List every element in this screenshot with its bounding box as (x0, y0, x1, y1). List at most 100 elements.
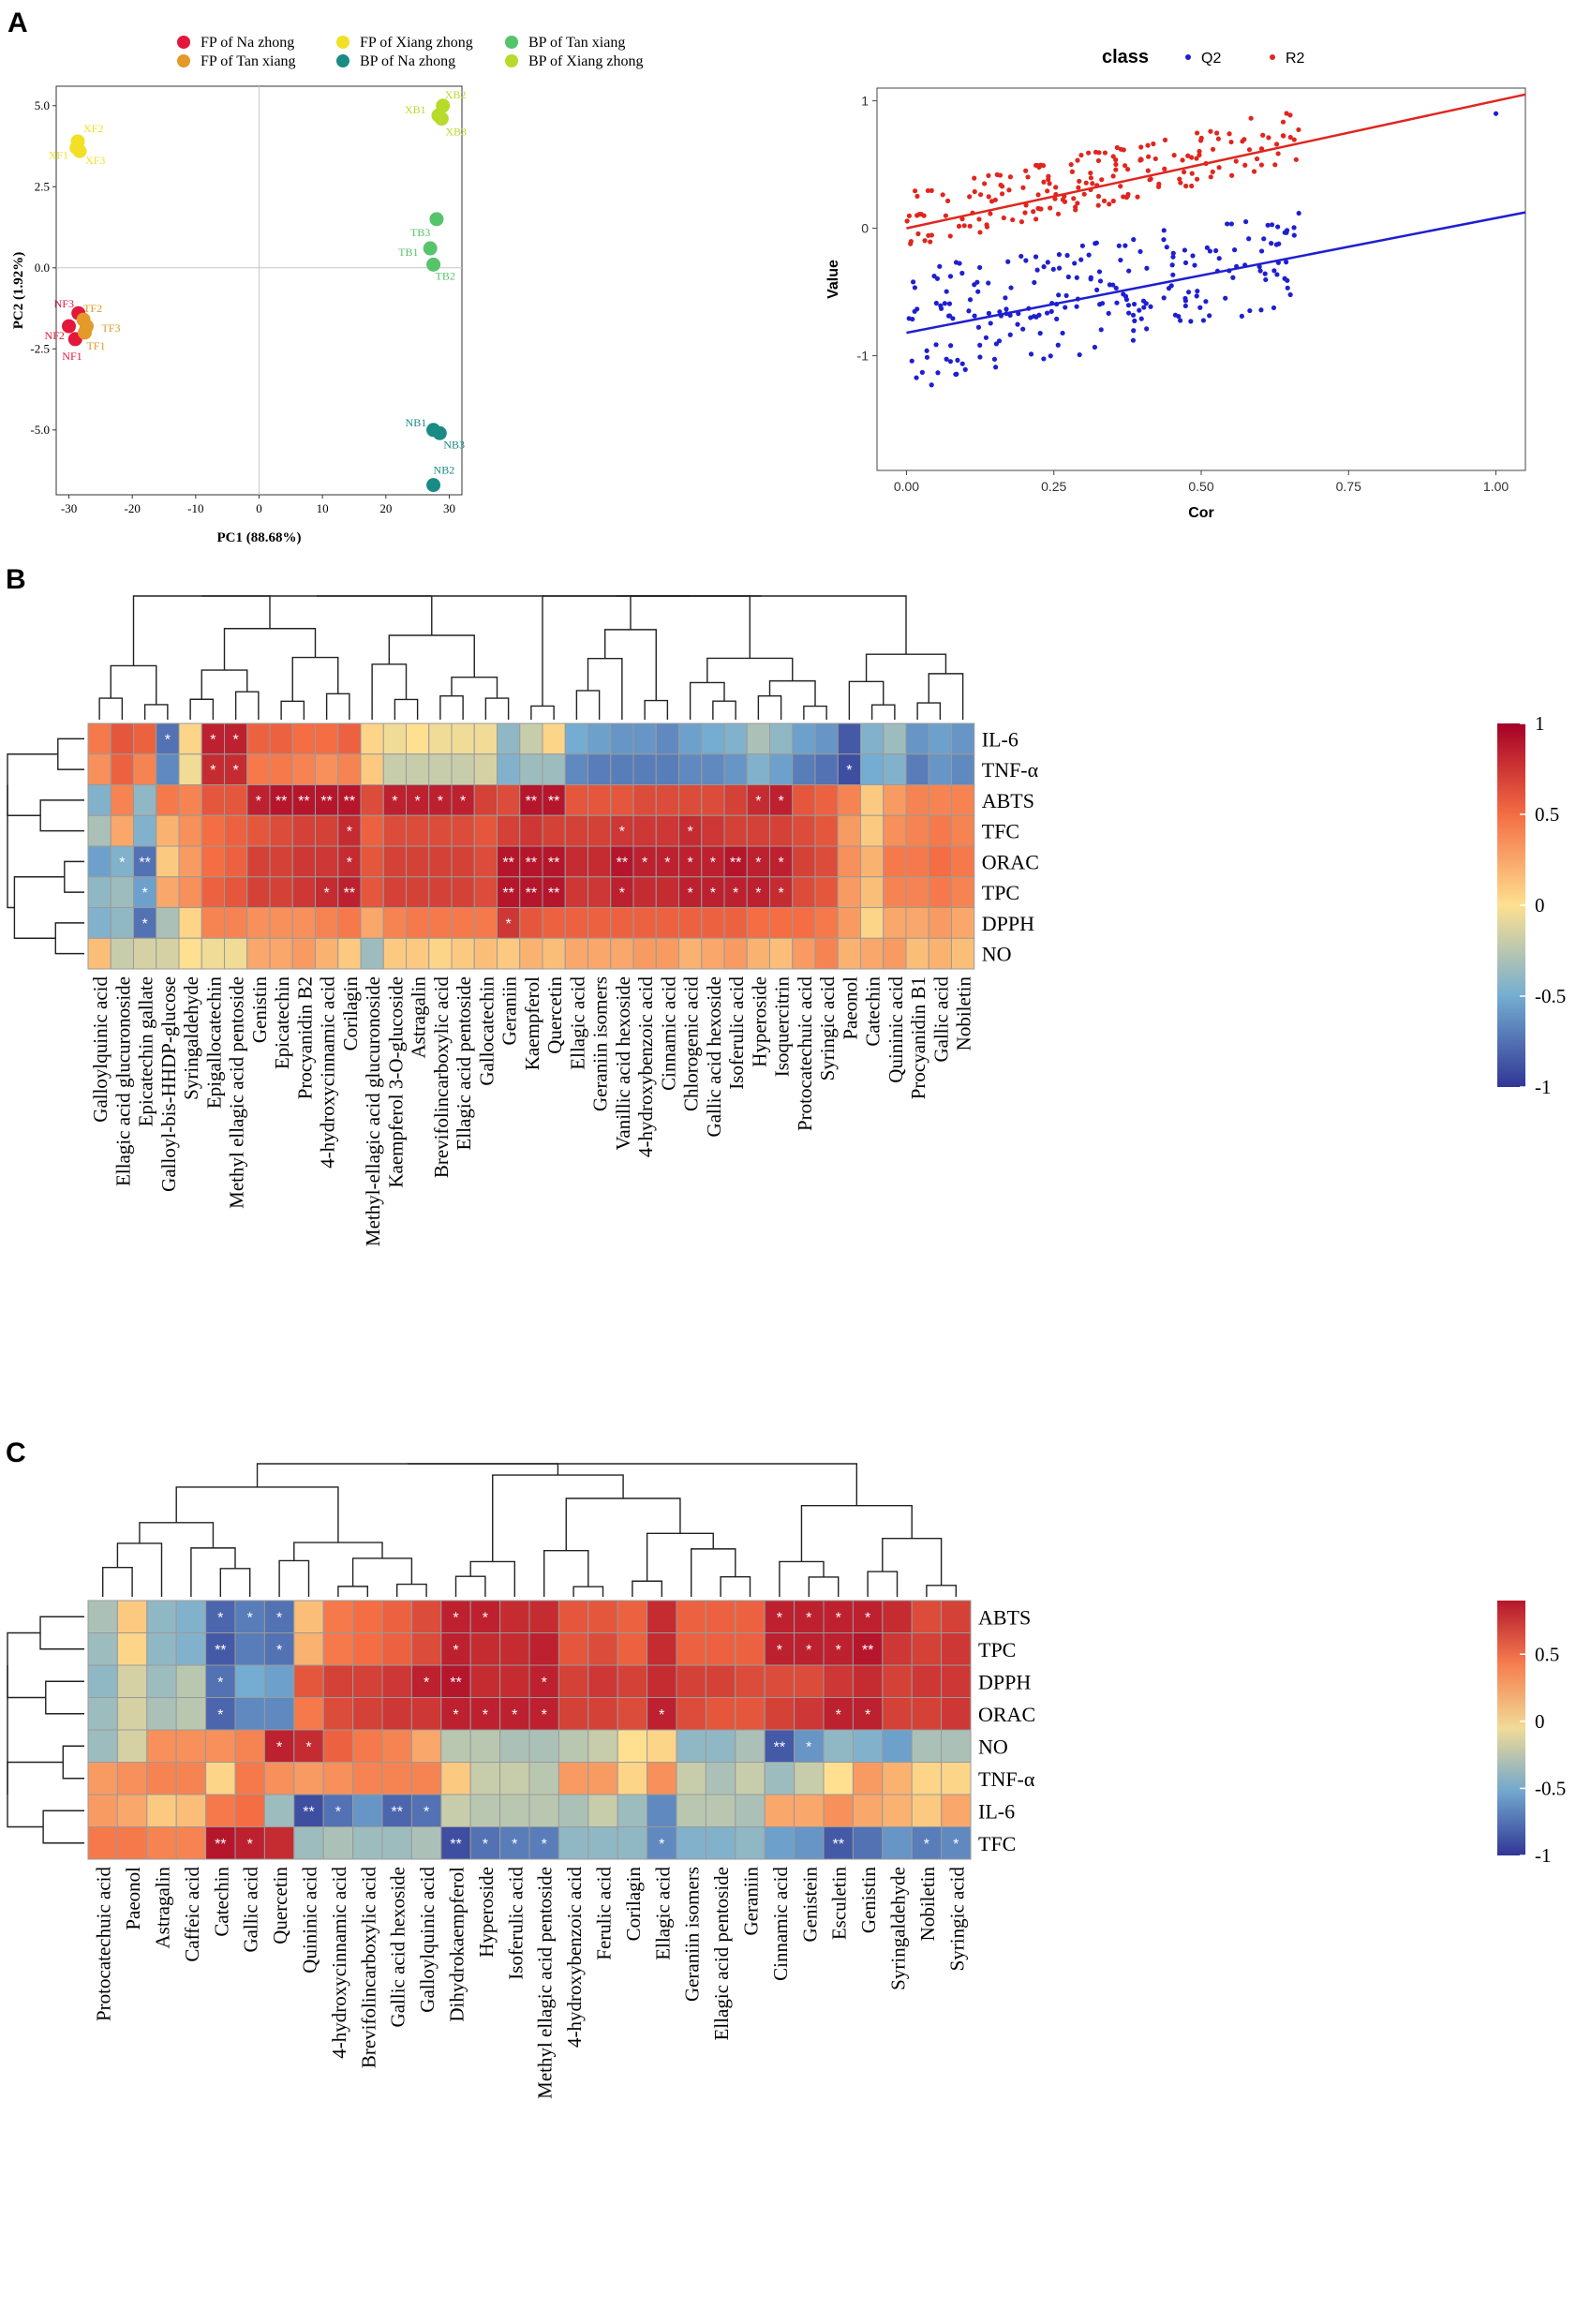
pca-legend-label: FP of Xiang zhong (360, 35, 473, 51)
heatmap-cell (860, 907, 885, 939)
cor-point-q2 (1116, 243, 1122, 248)
color-legend-label: -0.5 (1535, 985, 1566, 1007)
heatmap-cell (519, 753, 543, 785)
significance-mark: * (688, 825, 693, 841)
significance-mark: * (642, 855, 647, 871)
heatmap-cell (263, 1600, 295, 1633)
cor-point-r2 (1155, 184, 1162, 189)
heatmap-cell (632, 937, 657, 970)
heatmap-cell (322, 1794, 354, 1827)
heatmap-cell (322, 1729, 354, 1763)
heatmap-row-label: NO (982, 943, 1012, 966)
cor-point-r2 (1210, 169, 1215, 174)
cor-point-q2 (1273, 242, 1279, 247)
cor-point-r2 (1125, 167, 1131, 172)
heatmap-cell (291, 845, 316, 878)
heatmap-cell (175, 1600, 207, 1633)
heatmap-cell (941, 1794, 972, 1827)
heatmap-column-label: 4-hydroxybenzoic acid (563, 1867, 586, 2048)
cor-point-q2 (1182, 260, 1189, 266)
heatmap-row-label: DPPH (978, 1670, 1031, 1693)
cor-legend-title: class (1102, 47, 1149, 67)
cor-point-q2 (1005, 259, 1011, 264)
cor-point-q2 (1015, 321, 1020, 327)
cor-point-q2 (1072, 261, 1078, 266)
heatmap-cell (655, 753, 679, 785)
heatmap-column-label: Hyperoside (475, 1867, 498, 1958)
heatmap-cell (794, 1794, 825, 1827)
heatmap-cell (587, 1697, 618, 1731)
heatmap-cell (428, 876, 453, 908)
significance-mark: * (119, 855, 125, 871)
pca-y-tick-label: 5.0 (35, 98, 50, 112)
heatmap-cell (587, 1826, 618, 1860)
cor-point-q2 (1190, 253, 1196, 259)
heatmap-cell (905, 845, 929, 878)
cor-point-q2 (944, 356, 949, 362)
significance-mark: ** (526, 855, 537, 871)
cor-point-q2 (1287, 291, 1293, 298)
column-dendrogram-branch (371, 663, 408, 720)
significance-mark: * (347, 855, 352, 871)
heatmap-cell (201, 723, 225, 755)
heatmap-cell (87, 1762, 118, 1795)
heatmap-cell (723, 753, 748, 785)
heatmap-cell (558, 1762, 589, 1795)
heatmap-column-label: Geraniin isomers (589, 976, 612, 1111)
heatmap-cell (852, 1794, 884, 1827)
heatmap-cell (322, 1762, 354, 1795)
heatmap-row-label: NO (978, 1735, 1008, 1758)
cor-point-q2 (1099, 301, 1106, 306)
heatmap-cell (837, 937, 861, 970)
cor-point-q2 (1037, 331, 1043, 336)
heatmap-cell (87, 723, 112, 755)
heatmap-cell (769, 723, 794, 755)
heatmap-cell (587, 1664, 618, 1698)
cor-point-q2 (967, 297, 974, 303)
heatmap-cell (655, 784, 679, 816)
column-dendrogram-branch (190, 1547, 236, 1597)
cor-point-r2 (1284, 111, 1289, 116)
heatmap-column-label: Kaempferol (521, 976, 543, 1070)
significance-mark: * (710, 886, 716, 901)
cor-point-r2 (1197, 152, 1202, 158)
cor-point-r2 (1113, 157, 1119, 163)
cor-point-r2 (1280, 119, 1286, 125)
heatmap-cell (87, 814, 112, 847)
column-dendrogram-branch (337, 1586, 368, 1597)
pca-legend-swatch (177, 54, 190, 67)
heatmap-cell (951, 784, 975, 816)
heatmap-cell (382, 814, 407, 847)
cor-point-r2 (1018, 219, 1025, 225)
heatmap-column-label: Geraniin (740, 1867, 763, 1936)
heatmap-cell (883, 814, 907, 847)
cor-point-q2 (1004, 306, 1009, 312)
heatmap-cell (905, 784, 929, 816)
heatmap-cell (928, 876, 952, 908)
heatmap-cell (352, 1664, 383, 1698)
heatmap-cell (632, 845, 657, 878)
heatmap-cell (905, 814, 929, 847)
cor-fit-line-r2 (906, 93, 1526, 230)
heatmap-column-label: Syringaldehyde (887, 1867, 910, 1990)
heatmap-column-label: Epigallocatechin (202, 976, 225, 1110)
cor-point-q2 (942, 301, 948, 306)
heatmap-cell (860, 723, 885, 755)
heatmap-cell (769, 753, 794, 785)
heatmap-cell (837, 723, 861, 755)
cor-point-r2 (1152, 156, 1158, 162)
heatmap-row-label: TPC (978, 1638, 1016, 1661)
cor-point-q2 (1246, 236, 1252, 242)
heatmap-cell (928, 723, 952, 755)
column-dendrogram-branch (351, 1557, 413, 1587)
heatmap-cell (705, 1600, 736, 1633)
heatmap-cell (610, 723, 634, 755)
cor-y-tick-label: -1 (857, 349, 870, 364)
heatmap-cell (735, 1600, 766, 1633)
significance-mark: ** (298, 794, 309, 810)
cor-point-q2 (1125, 303, 1132, 308)
cor-point-r2 (999, 191, 1005, 197)
cor-point-r2 (997, 172, 1004, 178)
heatmap-cell (133, 784, 157, 816)
heatmap-cell (406, 876, 430, 908)
